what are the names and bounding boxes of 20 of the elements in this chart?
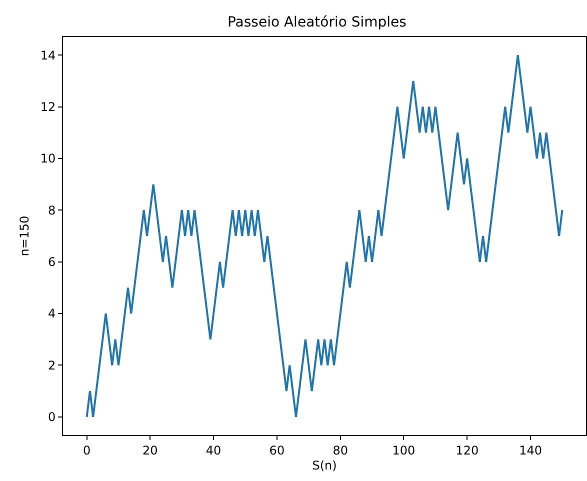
y-axis-title: n=150 — [18, 216, 32, 256]
y-tick-label: 14 — [40, 48, 56, 62]
y-tick-label: 0 — [48, 410, 56, 424]
y-tick-label: 2 — [48, 358, 56, 372]
x-tick-label: 60 — [269, 443, 285, 458]
x-axis-title: S(n) — [312, 458, 337, 472]
chart-title: Passeio Aleatório Simples — [227, 14, 406, 31]
x-tick-label: 120 — [456, 443, 479, 458]
y-tick-label: 4 — [48, 306, 56, 321]
y-tick-label: 6 — [48, 255, 56, 270]
x-tick-label: 40 — [206, 443, 222, 458]
x-tick-label: 140 — [519, 443, 542, 458]
line-series — [86, 54, 564, 418]
x-tick-label: 80 — [332, 443, 348, 458]
y-tick-label: 10 — [40, 152, 56, 166]
x-tick-label: 0 — [82, 443, 91, 458]
x-tick-label: 20 — [142, 443, 158, 458]
x-tick-label: 100 — [392, 443, 416, 458]
y-tick-label: 8 — [48, 203, 56, 218]
y-tick-label: 12 — [40, 100, 56, 114]
